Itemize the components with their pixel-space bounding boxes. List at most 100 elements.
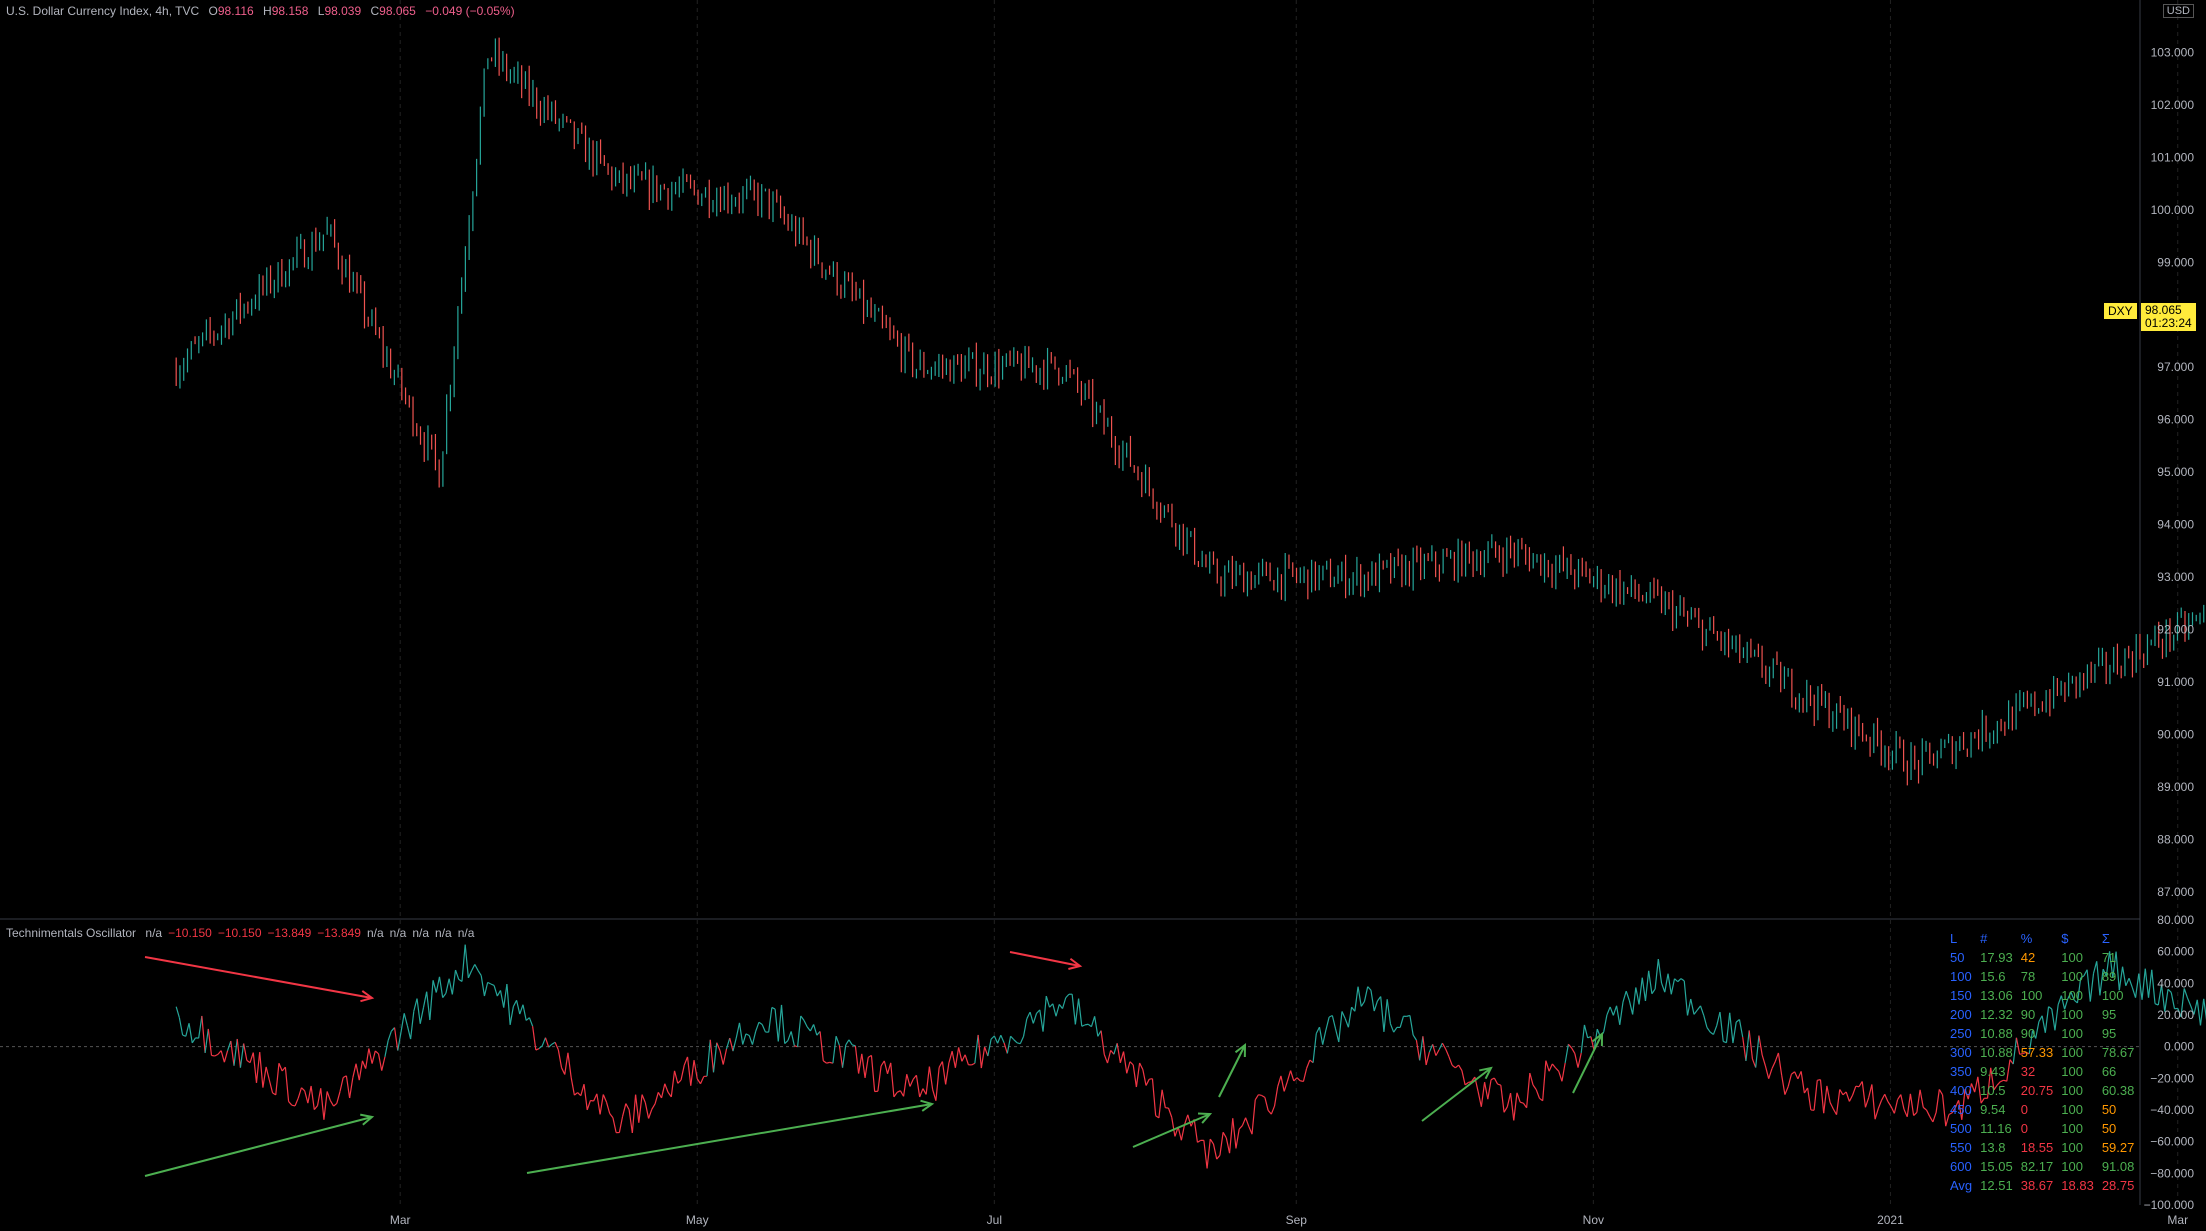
osc-segment [2125,978,2130,987]
osc-segment [291,1104,296,1107]
osc-segment [1428,1044,1434,1053]
osc-segment [464,944,469,978]
osc-segment [2022,1051,2027,1055]
high-value: 98.158 [271,4,309,18]
osc-segment [641,1094,646,1103]
osc-segment [1651,988,1656,995]
osc-segment [288,1101,293,1106]
osc-segment [2035,1021,2040,1039]
osc-segment [1761,1054,1766,1067]
osc-segment [442,992,447,998]
osc-segment [2057,995,2062,1005]
osc-segment [1461,1070,1466,1086]
table-cell: 89 [2101,969,2117,984]
annotation-arrow-head [360,990,375,1003]
table-cell: 250 [1950,1026,1972,1041]
osc-segment [1751,1058,1757,1068]
table-cell: 78.67 [2101,1045,2135,1060]
osc-segment [1471,1076,1476,1082]
indicator-value: n/a [389,926,407,940]
osc-segment [1693,1009,1698,1015]
annotation-arrow [526,1103,933,1174]
symbol-legend[interactable]: U.S. Dollar Currency Index, 4h, TVC O98.… [6,4,515,18]
time-axis[interactable]: MarMayJulSepNov2021MarMayJulSepNov2022Ma… [390,1213,2206,1227]
osc-segment [1016,1042,1021,1045]
osc-segment [1074,998,1080,1025]
osc-segment [677,1079,682,1084]
osc-segment [1293,1077,1298,1082]
osc-segment [1261,1094,1266,1098]
osc-segment [651,1103,656,1110]
osc-segment [1690,998,1695,1015]
osc-segment [236,1038,242,1068]
osc-segment [406,1025,412,1040]
osc-segment [2031,1030,2037,1039]
osc-segment [2141,968,2146,1000]
osc-axis-label: 0.000 [2164,1040,2194,1054]
osc-segment [1990,1067,1995,1090]
osc-segment [1819,1079,1825,1114]
osc-segment [448,978,453,995]
price-axis-label: 90.000 [2157,727,2194,741]
osc-segment [2028,1030,2034,1054]
osc-segment [861,1053,866,1078]
osc-segment [1225,1137,1231,1154]
osc-segment [883,1060,889,1074]
osc-segment [499,990,505,1008]
osc-segment [1545,1060,1550,1072]
osc-segment [2196,999,2202,1026]
price-axis[interactable]: 103.000 102.000 101.000 100.000 99.000 97.000… [2151,45,2195,898]
osc-segment [893,1091,898,1098]
osc-segment [1393,1027,1398,1033]
osc-segment [1667,973,1672,995]
osc-segment [832,1036,837,1064]
osc-axis-label: −20.000 [2150,1071,2194,1085]
osc-segment [339,1077,344,1092]
osc-segment [1264,1097,1269,1111]
annotation-arrows [144,951,1604,1177]
osc-segment [1090,1016,1096,1027]
osc-segment [2000,1079,2004,1083]
table-row: 450 9.54 0 100 50 [1946,1100,2138,1119]
osc-segment [1302,1068,1308,1082]
osc-segment [474,964,479,971]
oscillator-axis[interactable]: 80.000 60.000 40.000 20.000 0.000 −20.000 −40.… [2144,913,2195,1212]
osc-segment [912,1074,917,1080]
table-cell: 100 [2061,1140,2083,1155]
osc-segment [509,1006,514,1025]
osc-segment [1706,1027,1711,1033]
osc-segment [493,985,498,997]
osc-segment [178,1017,184,1036]
osc-segment [345,1075,351,1099]
osc-segment [1967,1083,1973,1100]
table-cell: 28.75 [2101,1178,2135,1193]
osc-segment [1167,1107,1173,1118]
osc-segment [1110,1050,1115,1055]
currency-badge[interactable]: USD [2162,4,2194,18]
osc-segment [371,1050,376,1064]
osc-segment [2070,992,2075,1001]
osc-segment [326,1091,331,1101]
osc-segment [246,1059,251,1064]
osc-segment [838,1045,844,1068]
indicator-legend[interactable]: Technimentals Oscillator n/a −10.150 −10.1… [6,926,474,940]
osc-segment [528,1017,534,1027]
table-cell: 300 [1950,1045,1972,1060]
osc-segment [2180,988,2185,1017]
osc-segment [1490,1077,1495,1081]
indicator-value: n/a [457,926,475,940]
osc-segment [1606,1006,1611,1016]
table-cell: 15.05 [1980,1159,2013,1174]
osc-segment [1535,1089,1541,1099]
grid-lines [0,0,2179,1205]
price-axis-label: 87.000 [2157,885,2194,899]
table-cell: 12.32 [1980,1007,2013,1022]
osc-segment [1077,998,1083,1027]
osc-segment [809,1024,815,1032]
osc-segment [191,1037,196,1044]
osc-segment [1729,1012,1734,1044]
osc-segment [2203,998,2206,1021]
osc-segment [1019,1036,1025,1044]
osc-segment [2051,1008,2056,1031]
